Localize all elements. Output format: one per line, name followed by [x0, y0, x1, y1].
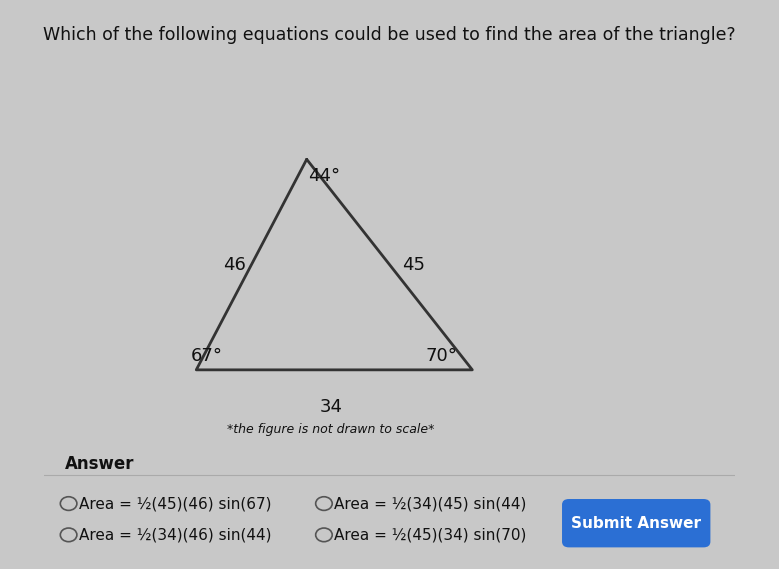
Text: *the figure is not drawn to scale*: *the figure is not drawn to scale* — [227, 423, 435, 436]
Text: 34: 34 — [319, 398, 342, 416]
Text: Answer: Answer — [65, 455, 135, 473]
Text: 44°: 44° — [308, 167, 340, 185]
Text: Area = ½(34)(45) sin(44): Area = ½(34)(45) sin(44) — [334, 496, 527, 511]
Text: 45: 45 — [402, 255, 425, 274]
Text: 67°: 67° — [191, 347, 223, 365]
Text: Area = ½(45)(46) sin(67): Area = ½(45)(46) sin(67) — [79, 496, 271, 511]
Text: Which of the following equations could be used to find the area of the triangle?: Which of the following equations could b… — [43, 26, 736, 44]
Text: Area = ½(45)(34) sin(70): Area = ½(45)(34) sin(70) — [334, 527, 527, 542]
Text: 70°: 70° — [425, 347, 457, 365]
FancyBboxPatch shape — [562, 499, 710, 547]
Text: Area = ½(34)(46) sin(44): Area = ½(34)(46) sin(44) — [79, 527, 271, 542]
Text: 46: 46 — [223, 255, 245, 274]
Text: Submit Answer: Submit Answer — [571, 516, 701, 531]
